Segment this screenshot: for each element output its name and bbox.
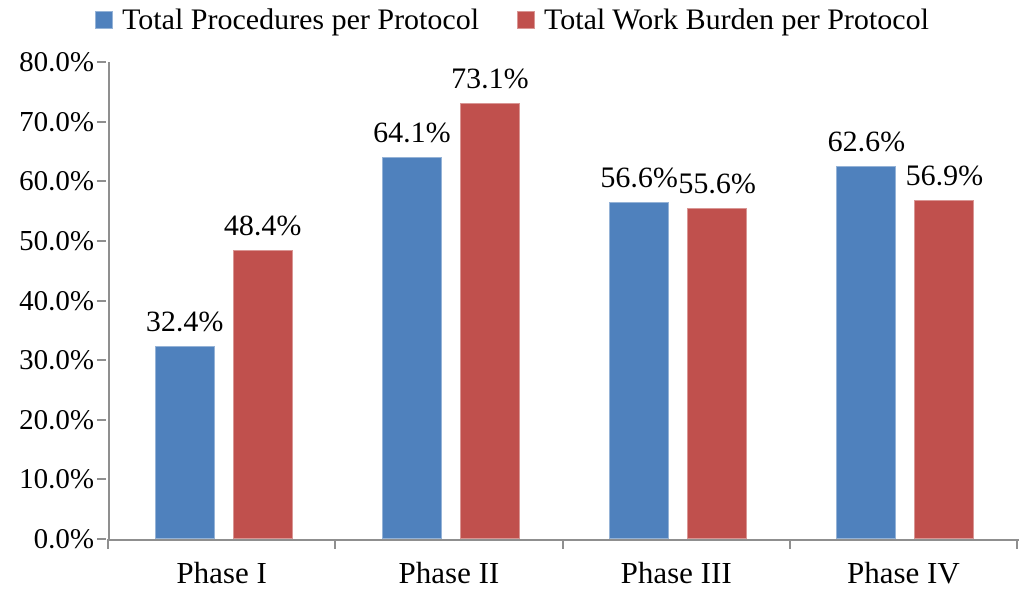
y-axis-tick-mark <box>97 478 106 481</box>
bar-data-label: 56.6% <box>600 160 678 194</box>
bar-data-label: 64.1% <box>373 115 451 149</box>
y-axis-tick-label: 80.0% <box>19 46 94 78</box>
x-axis-category-label: Phase III <box>620 555 732 590</box>
bar-data-label: 48.4% <box>223 209 302 243</box>
bar-work-burden <box>232 250 293 539</box>
x-axis-tick-mark <box>561 539 564 549</box>
x-axis-category-label: Phase IV <box>846 555 960 590</box>
y-axis-tick-label: 30.0% <box>19 344 94 377</box>
bar-data-label: 55.6% <box>678 166 756 200</box>
y-axis-tick-mark <box>97 180 106 183</box>
y-axis-tick-mark <box>97 120 106 123</box>
legend-item: Total Procedures per Protocol <box>95 1 479 39</box>
x-axis-category-label: Phase I <box>176 555 267 590</box>
x-axis-category-label: Phase II <box>398 555 500 590</box>
y-axis-tick-label: 60.0% <box>19 165 94 198</box>
bar-data-label: 32.4% <box>145 304 224 338</box>
x-axis-tick-mark <box>788 539 791 549</box>
y-axis-tick-label: 70.0% <box>19 105 94 138</box>
y-axis-tick-mark <box>97 299 106 302</box>
y-axis-tick-label: 10.0% <box>19 463 94 496</box>
bar-work-burden <box>687 207 748 539</box>
bar-data-label: 56.9% <box>905 158 984 192</box>
x-axis-tick-mark <box>107 539 109 549</box>
chart-legend: Total Procedures per Protocol Total Work … <box>0 1 1024 39</box>
y-axis-tick-label: 20.0% <box>19 403 94 436</box>
y-axis-tick-mark <box>97 239 106 242</box>
legend-label: Total Procedures per Protocol <box>122 3 480 36</box>
legend-item: Total Work Burden per Protocol <box>517 1 929 39</box>
bar-data-label: 73.1% <box>451 62 529 96</box>
bar-work-burden <box>459 103 520 539</box>
x-axis-tick-mark <box>1016 539 1018 549</box>
plot-area: 32.4% 48.4% 64.1% 73.1% 56.6% 55.6% 62.6% 56.9% <box>108 62 1019 541</box>
bar-work-burden <box>914 199 975 539</box>
legend-swatch-icon <box>517 11 536 29</box>
bar-data-label: 62.6% <box>827 124 906 158</box>
y-axis-tick-mark <box>97 538 106 540</box>
bar-procedures <box>154 345 215 539</box>
bar-procedures <box>836 165 897 539</box>
bar-procedures <box>381 156 442 539</box>
legend-swatch-icon <box>95 11 114 29</box>
bar-procedures <box>609 201 670 539</box>
y-axis-tick-label: 0.0% <box>33 523 94 555</box>
y-axis-tick-mark <box>97 418 106 421</box>
x-axis-tick-mark <box>334 539 337 549</box>
y-axis-tick-mark <box>97 359 106 362</box>
y-axis-tick-label: 50.0% <box>19 224 94 257</box>
legend-label: Total Work Burden per Protocol <box>544 3 929 36</box>
y-axis-tick-mark <box>97 61 106 63</box>
y-axis-tick-label: 40.0% <box>19 284 94 317</box>
